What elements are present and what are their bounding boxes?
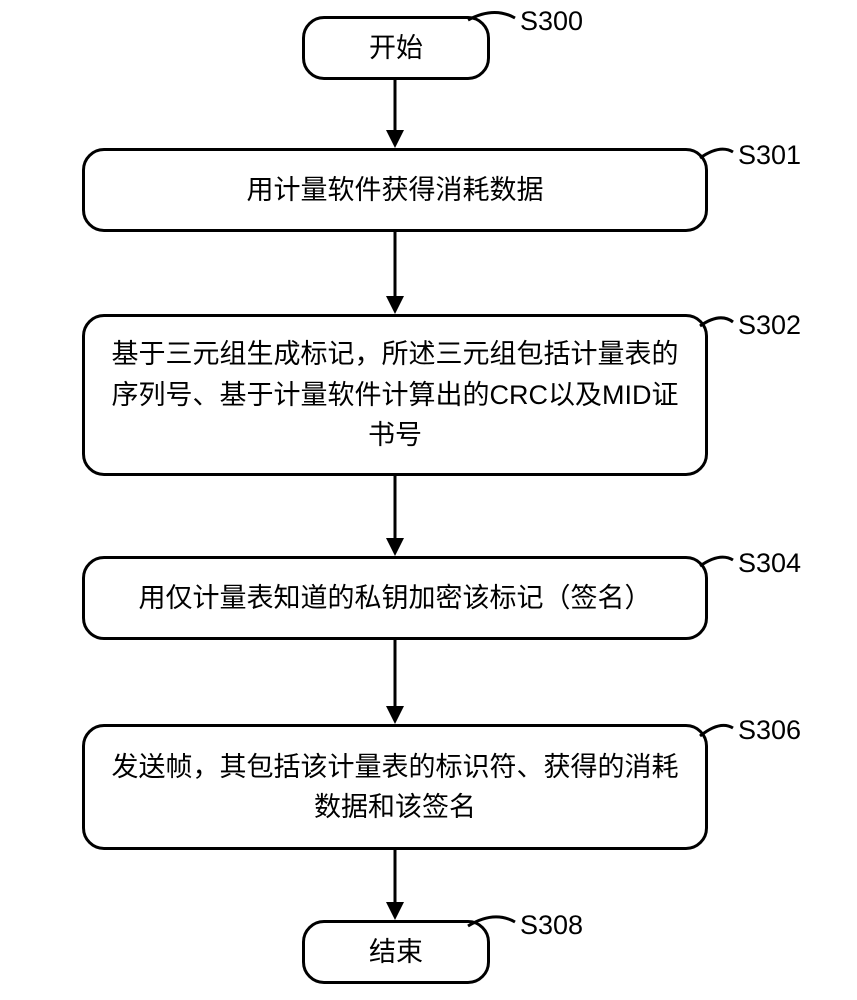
label-connector-s308 xyxy=(0,0,857,1000)
flowchart-container: 开始 S300 用计量软件获得消耗数据 S301 基于三元组生成标记，所述三元组… xyxy=(0,0,857,1000)
label-s308: S308 xyxy=(520,910,583,941)
